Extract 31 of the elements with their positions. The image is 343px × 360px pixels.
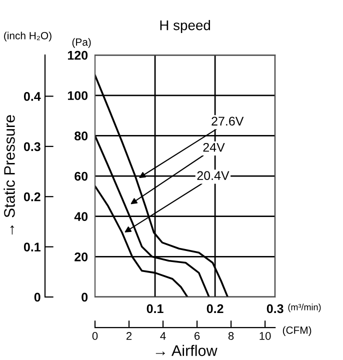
chart-title: H speed xyxy=(160,20,210,33)
y-tick-label: 80 xyxy=(74,132,88,140)
text: (Pa) xyxy=(72,38,91,48)
y-tick-label: 0 xyxy=(82,292,88,302)
x2-tick-label: 10 xyxy=(260,332,271,340)
text: (inch H₂O) xyxy=(4,32,52,42)
x-tick-label: 0.2 xyxy=(206,304,224,314)
x-tick-label: 0.1 xyxy=(146,304,164,314)
y-tick-label: 60 xyxy=(74,172,88,181)
y2-tick-label: 0.3 xyxy=(24,142,40,152)
text: (m³/min) xyxy=(288,304,321,312)
y2-tick-label: 0.2 xyxy=(24,192,40,202)
y-tick-label: 100 xyxy=(68,91,88,100)
y2-tick-label: 0.4 xyxy=(24,92,41,101)
annotation: 20.4V xyxy=(197,171,230,180)
y2-tick-label: 0.1 xyxy=(24,242,40,252)
x2-tick-label: 2 xyxy=(126,332,132,340)
x2-axis-title: (CFM) xyxy=(282,326,312,336)
y2-tick-label: 0 xyxy=(34,292,40,302)
x2-tick-label: 6 xyxy=(194,332,200,340)
y-tick-label: 120 xyxy=(68,50,88,60)
y2-axis-title: → Static Pressure xyxy=(4,115,15,234)
x2-tick-label: 4 xyxy=(160,332,166,340)
x-tick-label: 0.3 xyxy=(266,304,284,314)
annotation: 24V xyxy=(203,142,225,152)
annotation: 27.6V xyxy=(212,116,244,126)
x2-tick-label: 8 xyxy=(228,332,234,340)
x2-tick-label: 0 xyxy=(92,332,98,340)
x-axis-title: → Airflow xyxy=(156,344,218,356)
y-tick-label: 20 xyxy=(74,252,88,262)
y-tick-label: 40 xyxy=(74,212,88,222)
